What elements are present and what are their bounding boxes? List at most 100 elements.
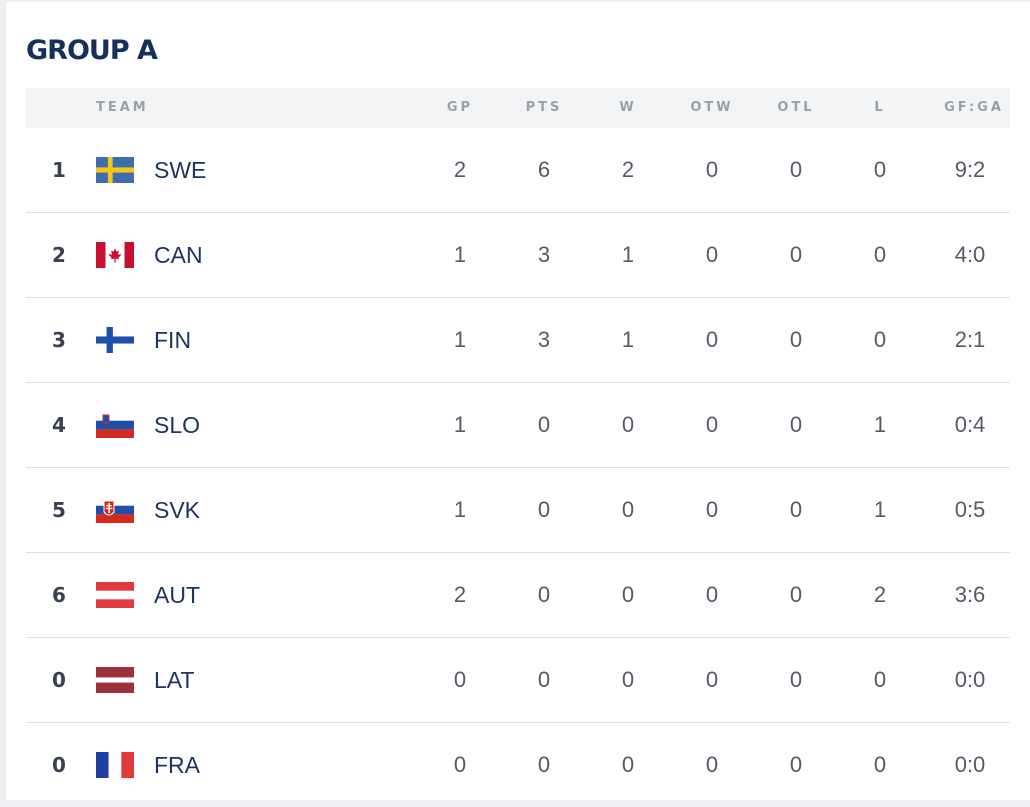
losses: 0 (873, 157, 887, 182)
losses: 0 (873, 752, 887, 777)
overtime-wins: 0 (705, 327, 719, 352)
team-name[interactable]: FRA (154, 752, 200, 778)
wins: 0 (621, 412, 635, 437)
rank: 3 (52, 328, 66, 352)
games-played: 0 (453, 752, 467, 777)
overtime-wins: 0 (705, 412, 719, 437)
goals-for-against: 0:5 (954, 497, 986, 522)
points: 3 (537, 327, 551, 352)
table-row[interactable]: 3 FIN 1 3 1 0 0 0 2:1 (26, 298, 1010, 383)
wins: 0 (621, 752, 635, 777)
rank: 5 (52, 498, 66, 522)
team-name[interactable]: LAT (154, 667, 195, 693)
rank: 1 (52, 158, 66, 182)
rank: 6 (52, 583, 66, 607)
wins: 2 (621, 157, 635, 182)
rank: 0 (52, 753, 66, 777)
wins: 1 (621, 242, 635, 267)
games-played: 1 (453, 242, 467, 267)
losses: 0 (873, 242, 887, 267)
goals-for-against: 0:0 (954, 667, 986, 692)
column-header-w[interactable]: W (619, 100, 637, 115)
team-name[interactable]: SVK (154, 497, 201, 523)
games-played: 1 (453, 327, 467, 352)
overtime-wins: 0 (705, 582, 719, 607)
wins: 0 (621, 497, 635, 522)
column-header-otw[interactable]: OTW (690, 100, 734, 115)
overtime-wins: 0 (705, 752, 719, 777)
goals-for-against: 2:1 (954, 327, 986, 352)
games-played: 0 (453, 667, 467, 692)
goals-for-against: 0:4 (954, 412, 986, 437)
wins: 1 (621, 327, 635, 352)
points: 0 (537, 582, 551, 607)
losses: 1 (873, 412, 887, 437)
losses: 0 (873, 327, 887, 352)
overtime-losses: 0 (789, 497, 803, 522)
group-title: GROUP A (26, 35, 158, 66)
rank: 0 (52, 668, 66, 692)
rank: 2 (52, 243, 66, 267)
slovenia-flag-icon (96, 412, 134, 438)
overtime-wins: 0 (705, 157, 719, 182)
losses: 0 (873, 667, 887, 692)
sweden-flag-icon (96, 157, 134, 183)
wins: 0 (621, 582, 635, 607)
points: 3 (537, 242, 551, 267)
goals-for-against: 4:0 (954, 242, 986, 267)
table-row[interactable]: 0 LAT 0 0 0 0 0 0 0:0 (26, 638, 1010, 723)
table-row[interactable]: 6 AUT 2 0 0 0 0 2 3:6 (26, 553, 1010, 638)
table-row[interactable]: 0 FRA 0 0 0 0 0 0 0:0 (26, 723, 1010, 807)
losses: 1 (873, 497, 887, 522)
canada-flag-icon (96, 242, 134, 268)
team-name[interactable]: SLO (154, 412, 201, 438)
goals-for-against: 0:0 (954, 752, 986, 777)
overtime-wins: 0 (705, 497, 719, 522)
team-name[interactable]: AUT (154, 582, 200, 608)
points: 6 (537, 157, 551, 182)
overtime-losses: 0 (789, 327, 803, 352)
table-row[interactable]: 2 CAN 1 3 1 0 0 0 4:0 (26, 213, 1010, 298)
overtime-losses: 0 (789, 752, 803, 777)
games-played: 1 (453, 412, 467, 437)
points: 0 (537, 752, 551, 777)
slovakia-flag-icon (96, 497, 134, 523)
column-header-gp[interactable]: GP (446, 100, 474, 115)
column-header-l[interactable]: L (874, 100, 886, 115)
finland-flag-icon (96, 327, 134, 353)
overtime-losses: 0 (789, 412, 803, 437)
wins: 0 (621, 667, 635, 692)
overtime-wins: 0 (705, 242, 719, 267)
team-name[interactable]: SWE (154, 157, 207, 183)
column-header-team[interactable]: TEAM (96, 100, 149, 115)
goals-for-against: 3:6 (954, 582, 986, 607)
overtime-losses: 0 (789, 242, 803, 267)
standings-widget: GROUP A TEAM GP PTS W OTW OTL L GF:GA 1 … (6, 2, 1030, 800)
latvia-flag-icon (96, 667, 134, 693)
games-played: 1 (453, 497, 467, 522)
games-played: 2 (453, 582, 467, 607)
points: 0 (537, 412, 551, 437)
france-flag-icon (96, 752, 134, 778)
points: 0 (537, 667, 551, 692)
overtime-losses: 0 (789, 667, 803, 692)
column-header-pts[interactable]: PTS (525, 100, 563, 115)
games-played: 2 (453, 157, 467, 182)
column-header-gfga[interactable]: GF:GA (944, 100, 1004, 115)
table-row[interactable]: 4 SLO 1 0 0 0 0 1 0:4 (26, 383, 1010, 468)
points: 0 (537, 497, 551, 522)
team-name[interactable]: CAN (154, 242, 203, 268)
rank: 4 (52, 413, 66, 437)
team-name[interactable]: FIN (154, 327, 192, 353)
overtime-losses: 0 (789, 157, 803, 182)
goals-for-against: 9:2 (954, 157, 986, 182)
column-header-otl[interactable]: OTL (777, 100, 815, 115)
losses: 2 (873, 582, 887, 607)
table-header: TEAM GP PTS W OTW OTL L GF:GA (26, 88, 1010, 128)
table-row[interactable]: 1 SWE 2 6 2 0 0 0 9:2 (26, 128, 1010, 213)
austria-flag-icon (96, 582, 134, 608)
overtime-wins: 0 (705, 667, 719, 692)
overtime-losses: 0 (789, 582, 803, 607)
table-row[interactable]: 5 SVK 1 0 0 0 0 1 0:5 (26, 468, 1010, 553)
standings-table: TEAM GP PTS W OTW OTL L GF:GA 1 SWE 2 6 … (26, 88, 1010, 807)
